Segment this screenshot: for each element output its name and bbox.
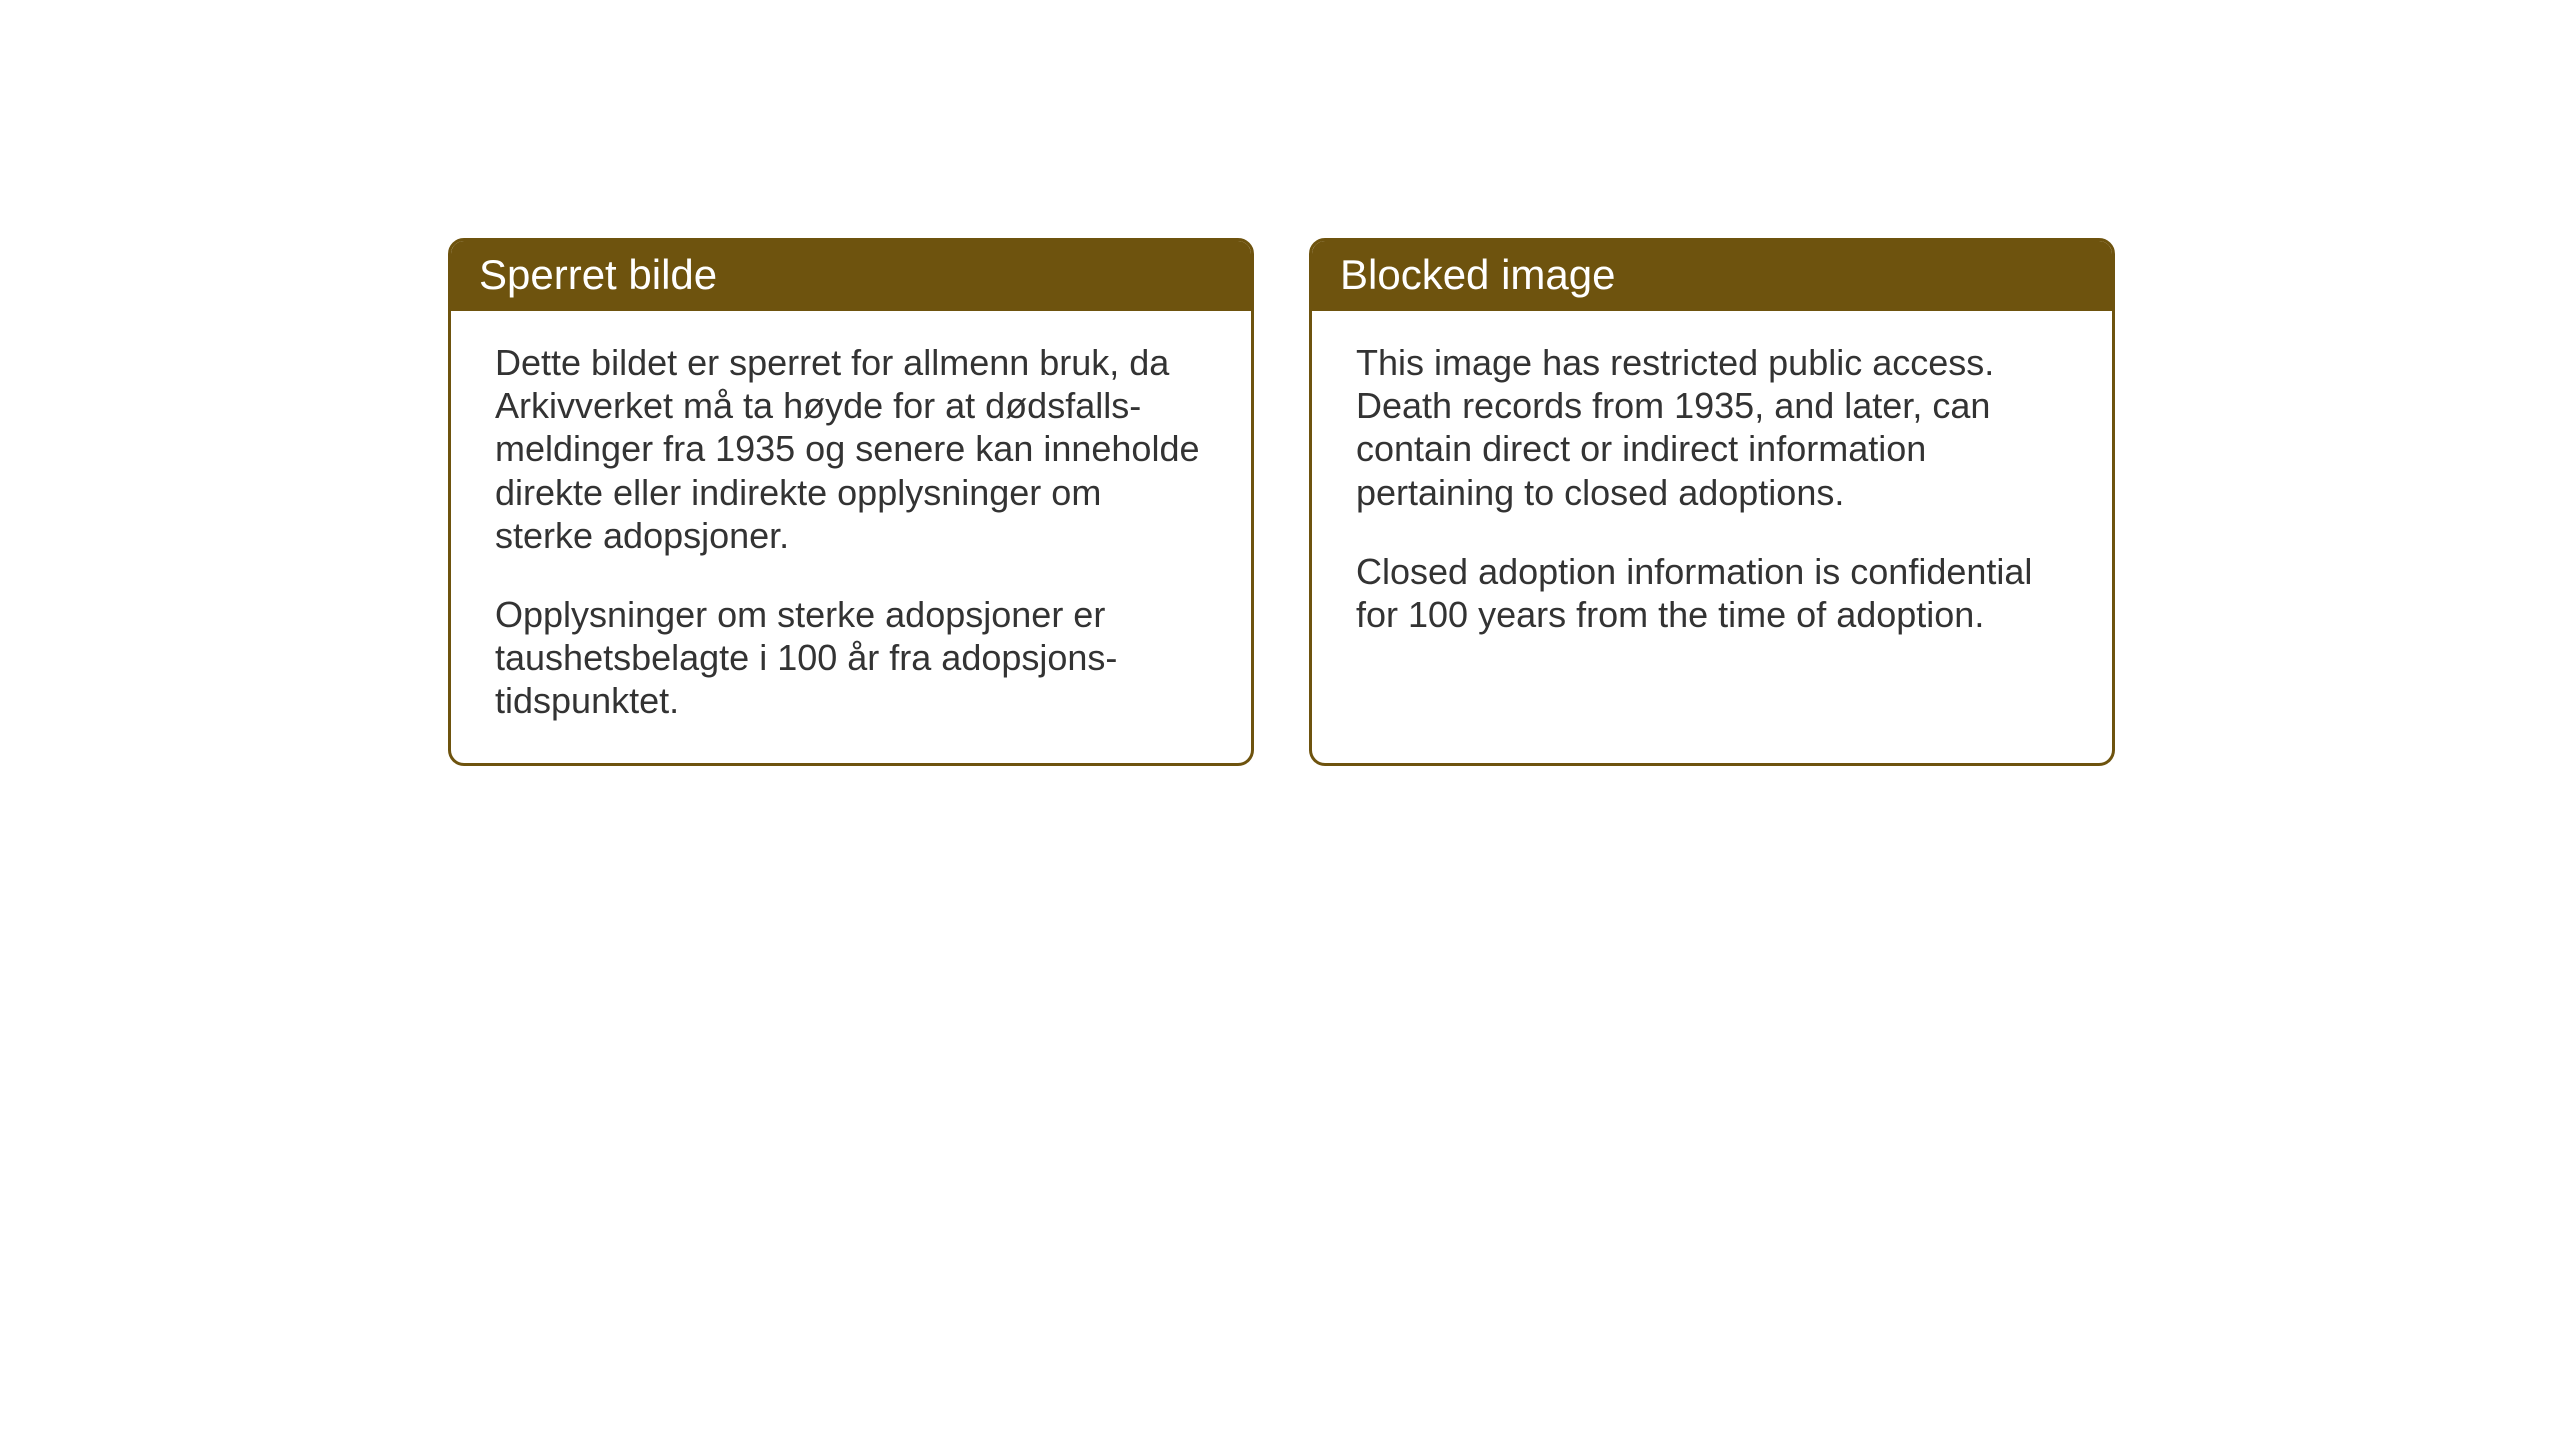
norwegian-paragraph-2: Opplysninger om sterke adopsjoner er tau… bbox=[495, 593, 1207, 723]
english-card-header: Blocked image bbox=[1312, 241, 2112, 311]
english-card-body: This image has restricted public access.… bbox=[1312, 311, 2112, 676]
norwegian-paragraph-1: Dette bildet er sperret for allmenn bruk… bbox=[495, 341, 1207, 557]
norwegian-card: Sperret bilde Dette bildet er sperret fo… bbox=[448, 238, 1254, 766]
english-card: Blocked image This image has restricted … bbox=[1309, 238, 2115, 766]
norwegian-card-title: Sperret bilde bbox=[479, 251, 717, 298]
english-paragraph-2: Closed adoption information is confident… bbox=[1356, 550, 2068, 636]
norwegian-card-header: Sperret bilde bbox=[451, 241, 1251, 311]
english-card-title: Blocked image bbox=[1340, 251, 1615, 298]
cards-container: Sperret bilde Dette bildet er sperret fo… bbox=[448, 238, 2115, 766]
english-paragraph-1: This image has restricted public access.… bbox=[1356, 341, 2068, 514]
norwegian-card-body: Dette bildet er sperret for allmenn bruk… bbox=[451, 311, 1251, 763]
